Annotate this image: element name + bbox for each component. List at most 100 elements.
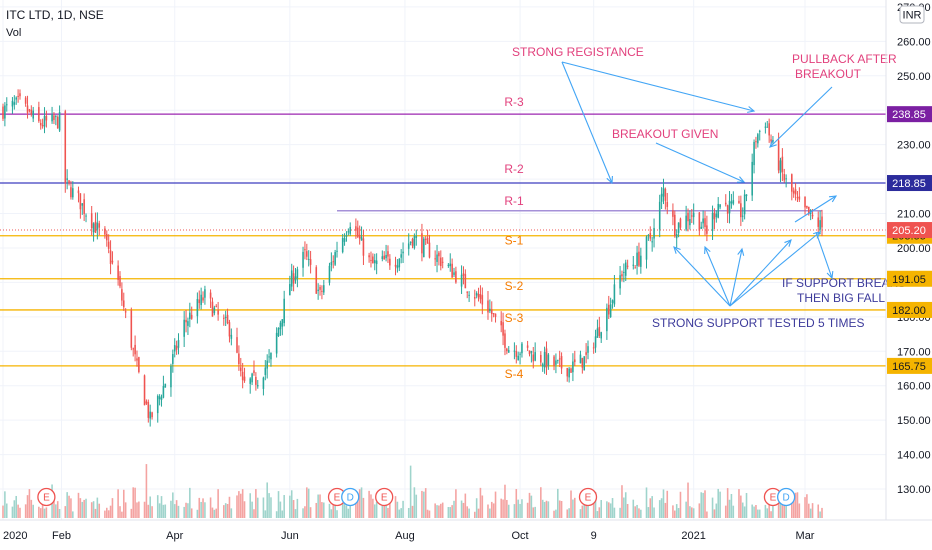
candle [243, 367, 246, 383]
candle [238, 345, 240, 371]
candle [2, 103, 4, 121]
candle [407, 233, 410, 256]
volume-bar [162, 504, 165, 518]
candle-body [528, 350, 531, 355]
volume-bar [547, 501, 550, 518]
volume-bar [315, 502, 318, 518]
candle-body [375, 260, 378, 265]
volume-bar [598, 507, 601, 518]
candle [185, 309, 187, 333]
volume-bar [345, 505, 348, 518]
candle [398, 258, 401, 272]
candle [781, 148, 784, 182]
volume-bar [253, 509, 255, 518]
candle-body [226, 314, 229, 324]
volume-bar [370, 494, 372, 518]
volume-bar [383, 503, 385, 518]
candle-body [230, 334, 233, 339]
volume-bar [255, 489, 257, 518]
volume-bar [138, 501, 140, 518]
candle-body [151, 412, 153, 418]
symbol-title[interactable]: ITC LTD, 1D, NSE [6, 8, 104, 22]
volume-bar [292, 500, 295, 518]
candle [13, 95, 16, 110]
volume-indicator-label[interactable]: Vol [6, 27, 22, 39]
candle-body [262, 377, 265, 389]
volume-bar [719, 491, 721, 518]
dividend-marker[interactable]: D [341, 487, 360, 507]
candle [4, 102, 6, 127]
candle-body [558, 358, 561, 360]
candle-body [200, 294, 202, 306]
candle [487, 290, 489, 320]
candle [98, 220, 101, 236]
candle [634, 265, 636, 269]
currency-badge[interactable]: INR [899, 5, 925, 24]
candle-body [90, 213, 93, 229]
candle-body [407, 243, 410, 249]
candle [689, 210, 691, 230]
volume-bar [96, 497, 99, 518]
volume-bar [223, 505, 225, 518]
candle [541, 362, 544, 372]
earnings-marker[interactable]: E [375, 487, 394, 507]
candle-body [202, 297, 204, 301]
volume-bar [579, 509, 582, 518]
candle [26, 95, 29, 119]
candle [809, 208, 812, 221]
volume-bar [256, 497, 259, 518]
volume-bar [109, 505, 112, 518]
volume-bar [640, 509, 642, 518]
candle [158, 394, 161, 406]
candle [147, 399, 150, 423]
candle [241, 362, 244, 389]
volume-bar [307, 488, 310, 518]
volume-bar [479, 487, 482, 518]
volume-bars [2, 464, 823, 518]
candle [600, 331, 602, 343]
candle [451, 258, 453, 278]
candle [462, 266, 465, 285]
candle [109, 240, 112, 275]
candle-body [613, 284, 616, 305]
candle-body [526, 345, 529, 348]
level-label-r-1: R-1 [504, 194, 524, 208]
candle [447, 263, 450, 268]
candle-body [383, 255, 385, 260]
volume-bar [290, 490, 293, 518]
volume-bar [651, 496, 653, 518]
candle-body [649, 233, 652, 239]
candle [596, 319, 599, 338]
volume-bar [304, 506, 306, 518]
earnings-marker[interactable]: E [578, 487, 598, 507]
candle-body [38, 107, 40, 122]
candle [394, 256, 397, 276]
candle-body [553, 356, 555, 366]
dividend-marker[interactable]: D [776, 487, 796, 507]
candle-body [411, 238, 414, 246]
volume-bar [238, 491, 240, 518]
last-price-box [887, 222, 932, 239]
volume-bar [368, 490, 370, 518]
earnings-marker[interactable]: E [37, 487, 56, 507]
volume-bar [122, 489, 125, 518]
volume-bar [809, 508, 812, 518]
candle-body [294, 276, 297, 281]
candle-body [249, 378, 251, 384]
volume-bar [741, 502, 744, 518]
candle [455, 266, 457, 284]
candle-body [94, 221, 97, 233]
volume-bar [347, 508, 350, 518]
candle-body [175, 345, 178, 350]
volume-bar [587, 500, 589, 518]
volume-bar [581, 505, 584, 518]
candle [619, 265, 621, 295]
candle-body [336, 250, 338, 252]
volume-bar [481, 495, 484, 518]
candle [330, 252, 333, 272]
candle [624, 259, 627, 282]
candle-body [473, 297, 476, 299]
candle [189, 302, 191, 328]
volume-bar [328, 503, 331, 518]
